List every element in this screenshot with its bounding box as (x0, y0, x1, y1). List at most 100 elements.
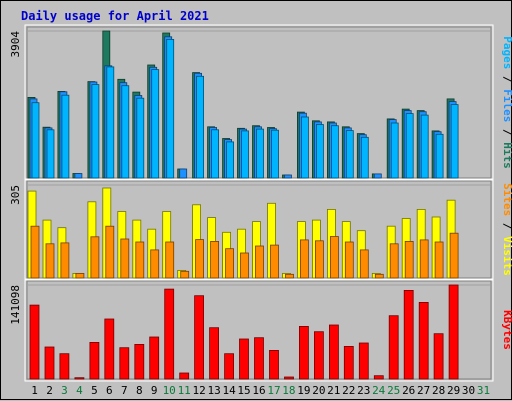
panel-kbytes: 141098 KBytes (9, 278, 512, 382)
x-tick-label-day10: 10 (163, 384, 176, 397)
x-tick-label-day9: 9 (151, 384, 158, 397)
bar-kbytes-kbytes-day27 (418, 301, 429, 380)
bar-visits-sites-day5 (90, 236, 100, 279)
bar-kbytes-kbytes-day15 (239, 338, 249, 380)
bar-kbytes-kbytes-day21 (328, 324, 339, 380)
bar-kbytes-kbytes-day2 (44, 346, 55, 380)
bar-hits-pages-day23 (360, 136, 369, 179)
panel-bezel-hits (24, 24, 494, 181)
bar-kbytes-kbytes-day24 (373, 375, 384, 380)
bar-hits-pages-day7 (121, 85, 130, 179)
x-tick-label-day11: 11 (178, 384, 191, 397)
ymax-label-visits: 305 (9, 185, 22, 205)
bar-visits-sites-day10 (165, 241, 175, 279)
bar-kbytes-kbytes-day7 (119, 347, 130, 380)
bar-hits-files-day18 (284, 174, 292, 179)
bar-visits-sites-day25 (389, 243, 399, 279)
bar-hits-pages-day13 (211, 129, 220, 179)
bar-visits-sites-day8 (135, 241, 145, 279)
bar-visits-sites-day17 (270, 244, 279, 279)
legend-item-hits-1: / (501, 69, 512, 89)
x-tick-label-day17: 17 (267, 384, 280, 397)
bar-hits-pages-day10 (166, 39, 175, 179)
bar-hits-pages-day28 (435, 133, 444, 179)
bar-kbytes-kbytes-day20 (313, 331, 324, 380)
bar-kbytes-kbytes-day29 (448, 284, 459, 380)
x-tick-label-day7: 7 (121, 384, 128, 397)
bar-kbytes-kbytes-day10 (164, 288, 175, 380)
bar-hits-pages-day5 (91, 84, 100, 179)
x-tick-label-day12: 12 (192, 384, 205, 397)
bar-visits-sites-day6 (105, 225, 115, 279)
bar-hits-files-day4 (74, 173, 83, 179)
x-tick-label-day31: 31 (477, 384, 490, 397)
panel-hits: 3904 Pages / Files / Hits (9, 24, 512, 181)
bar-kbytes-kbytes-day8 (134, 343, 145, 380)
x-tick-label-day5: 5 (91, 384, 98, 397)
bar-kbytes-kbytes-day6 (104, 318, 115, 380)
bar-kbytes-kbytes-day23 (358, 342, 369, 380)
x-tick-label-day14: 14 (222, 384, 236, 397)
bar-visits-sites-day26 (404, 240, 414, 279)
x-tick-label-day3: 3 (61, 384, 68, 397)
bar-hits-pages-day26 (405, 113, 414, 179)
bar-kbytes-kbytes-day5 (89, 341, 100, 380)
bar-kbytes-kbytes-day12 (194, 295, 205, 380)
legend-item-visits-0: Sites (501, 183, 512, 216)
bar-visits-sites-day7 (120, 238, 130, 279)
x-tick-label-day28: 28 (432, 384, 445, 397)
x-tick-label-day21: 21 (327, 384, 340, 397)
bar-kbytes-kbytes-day1 (29, 304, 40, 380)
bar-hits-pages-day16 (256, 128, 264, 179)
x-tick-label-day30: 30 (462, 384, 475, 397)
x-tick-label-day23: 23 (357, 384, 370, 397)
chart-panels: 3904 Pages / Files / Hits 305 Sites / Visit… (9, 24, 512, 382)
bar-visits-sites-day15 (240, 252, 249, 279)
x-tick-label-day25: 25 (387, 384, 400, 397)
legend-kbytes: KBytes (501, 310, 512, 350)
bar-hits-pages-day22 (345, 130, 354, 179)
legend-visits: Sites / Visits (501, 183, 512, 276)
legend-item-hits-0: Pages (501, 36, 512, 69)
bar-kbytes-kbytes-day3 (59, 353, 70, 380)
ymax-label-kbytes: 141098 (9, 285, 22, 325)
chart-title: Daily usage for April 2021 (21, 9, 209, 23)
x-tick-label-day29: 29 (447, 384, 460, 397)
bar-hits-pages-day25 (390, 122, 399, 179)
bar-kbytes-kbytes-day18 (284, 376, 294, 380)
bar-hits-pages-day19 (300, 116, 309, 179)
bar-visits-sites-day11 (180, 270, 190, 279)
bar-visits-sites-day24 (374, 273, 384, 279)
bar-hits-pages-day15 (241, 130, 249, 179)
bar-hits-pages-day6 (106, 66, 115, 179)
x-tick-label-day2: 2 (46, 384, 53, 397)
bar-visits-sites-day12 (195, 239, 205, 279)
x-tick-label-day8: 8 (136, 384, 143, 397)
bar-hits-pages-day9 (151, 69, 160, 179)
x-tick-label-day19: 19 (297, 384, 310, 397)
x-tick-label-day15: 15 (237, 384, 250, 397)
x-tick-label-day6: 6 (106, 384, 113, 397)
x-tick-label-day13: 13 (207, 384, 220, 397)
legend-hits: Pages / Files / Hits (501, 36, 512, 169)
bar-visits-sites-day21 (329, 236, 339, 279)
bar-visits-sites-day28 (434, 241, 444, 279)
legend-item-hits-2: Files (501, 89, 512, 122)
bar-visits-sites-day9 (150, 249, 160, 279)
x-tick-label-day24: 24 (372, 384, 386, 397)
bar-visits-sites-day2 (45, 243, 55, 279)
x-tick-label-day20: 20 (312, 384, 325, 397)
x-tick-label-day1: 1 (31, 384, 38, 397)
bar-hits-pages-day14 (226, 141, 235, 179)
bar-kbytes-kbytes-day11 (179, 372, 190, 380)
bar-visits-sites-day13 (210, 240, 220, 279)
legend-item-hits-4: Hits (501, 142, 512, 169)
x-tick-label-day27: 27 (417, 384, 430, 397)
bar-visits-sites-day3 (60, 242, 70, 279)
bar-kbytes-kbytes-day9 (149, 336, 160, 380)
x-tick-label-day4: 4 (76, 384, 83, 397)
panel-bezel-kbytes (24, 278, 494, 382)
bar-kbytes-kbytes-day26 (403, 289, 414, 380)
bar-kbytes-kbytes-day19 (298, 325, 309, 380)
